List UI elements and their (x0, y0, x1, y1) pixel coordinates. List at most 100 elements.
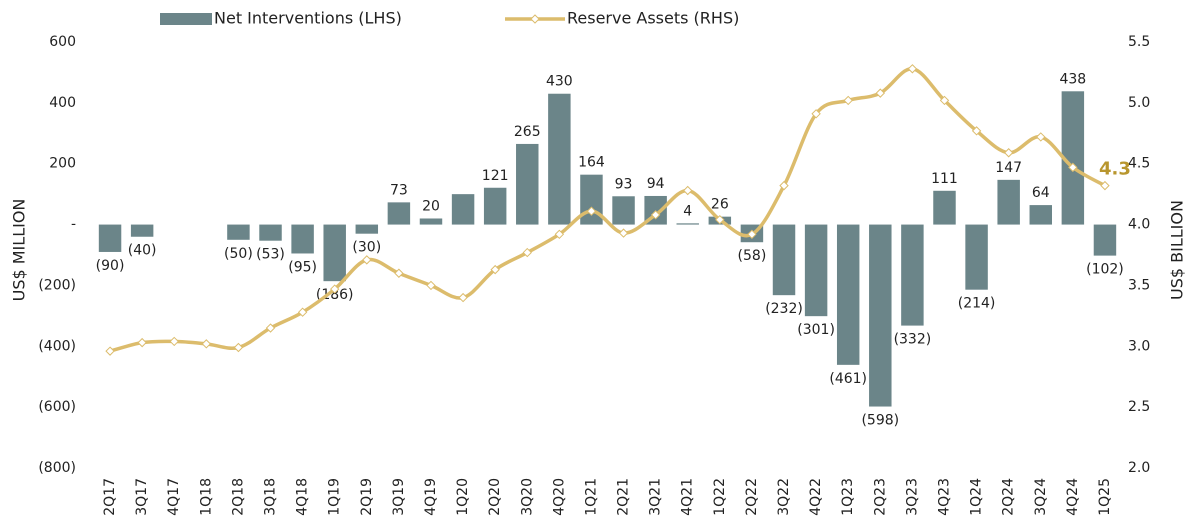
data-label: (90) (96, 258, 125, 274)
x-tick-label: 4Q24 (1065, 478, 1081, 516)
line-marker (715, 214, 725, 225)
data-label: 121 (482, 168, 509, 184)
bar (933, 190, 956, 225)
line-marker (1100, 180, 1110, 191)
line-marker (843, 95, 853, 106)
line-marker (811, 109, 821, 119)
data-label: 26 (711, 197, 729, 213)
x-tick-label: 4Q18 (295, 478, 311, 516)
y2-tick-label: 2.5 (1128, 399, 1150, 415)
x-tick-label: 1Q21 (583, 478, 599, 516)
y2-axis-title: US$ BILLION (1168, 200, 1187, 300)
bar (676, 223, 699, 225)
data-label: (332) (894, 332, 932, 348)
bar (901, 224, 924, 326)
data-label: 64 (1032, 185, 1050, 201)
x-tick-label: 4Q20 (551, 478, 567, 516)
line-marker (586, 206, 597, 216)
line-marker (779, 180, 789, 191)
line (109, 67, 1106, 353)
data-label: 4 (683, 203, 692, 219)
y2-tick-label: 3.0 (1128, 338, 1150, 354)
data-label: (598) (861, 413, 899, 429)
x-tick-label: 4Q19 (423, 478, 439, 516)
bar (227, 224, 250, 240)
data-label: (30) (352, 240, 381, 256)
data-label: 164 (578, 155, 605, 171)
x-tick-label: 2Q22 (744, 478, 760, 516)
bar (997, 179, 1020, 225)
line-marker (907, 64, 918, 74)
data-label: (58) (738, 248, 767, 264)
line-marker (297, 307, 308, 317)
y-tick-label: - (71, 217, 76, 233)
data-label: (40) (128, 243, 157, 259)
y2-tick-label: 4.5 (1128, 156, 1150, 172)
y-tick-label: 600 (49, 34, 76, 50)
line-marker (329, 284, 340, 294)
x-tick-label: 2Q23 (872, 478, 888, 516)
x-tick-label: 2Q18 (230, 478, 246, 516)
x-tick-label: 3Q21 (648, 478, 664, 516)
y2-tick-label: 5.5 (1128, 34, 1150, 50)
data-label: (461) (829, 371, 867, 387)
x-tick-label: 1Q22 (712, 478, 728, 516)
data-label: (232) (765, 301, 803, 317)
data-label: (102) (1086, 262, 1124, 278)
x-tick-label: 3Q20 (519, 478, 535, 516)
x-tick-label: 2Q17 (102, 478, 118, 516)
data-label: 73 (390, 182, 408, 198)
line-marker (265, 323, 276, 333)
bar (1029, 205, 1052, 225)
data-label: (301) (797, 322, 835, 338)
x-tick-label: 3Q18 (263, 478, 279, 516)
y-tick-label: (200) (38, 277, 76, 293)
line-marker (875, 88, 886, 98)
y2-tick-label: 3.5 (1128, 277, 1150, 293)
y2-tick-label: 2.0 (1128, 460, 1150, 476)
bar (612, 196, 635, 225)
line-marker (650, 210, 661, 220)
line-marker (683, 185, 693, 196)
x-tick-label: 1Q25 (1097, 478, 1113, 516)
line-marker (1068, 162, 1078, 173)
line-marker (426, 280, 436, 291)
y-axis-title: US$ MILLION (10, 199, 29, 302)
data-label: 438 (1059, 71, 1086, 87)
legend-label: Net Interventions (LHS) (214, 9, 402, 28)
annotation: 4.3 (1099, 159, 1131, 180)
x-tick-label: 1Q20 (455, 478, 471, 516)
y-tick-label: 200 (49, 156, 76, 172)
x-tick-label: 3Q19 (391, 478, 407, 516)
bar (291, 224, 314, 254)
bar (965, 224, 988, 290)
x-tick-label: 3Q22 (776, 478, 792, 516)
x-tick-label: 2Q20 (487, 478, 503, 516)
y-tick-label: 400 (49, 95, 76, 111)
bar (259, 224, 282, 241)
data-label: (53) (256, 247, 285, 263)
bar (580, 174, 603, 225)
bar (772, 224, 796, 296)
data-label: 265 (514, 124, 541, 140)
line-marker (554, 229, 565, 240)
line-marker (747, 229, 757, 240)
y-tick-label: (600) (38, 399, 76, 415)
legend-label: Reserve Assets (RHS) (567, 9, 739, 28)
line-marker (490, 264, 500, 275)
data-label: (186) (316, 287, 354, 303)
y2-tick-label: 5.0 (1128, 95, 1150, 111)
x-tick-label: 4Q17 (166, 478, 182, 516)
line-marker (362, 255, 372, 265)
line-marker (201, 339, 212, 349)
x-tick-label: 1Q19 (327, 478, 343, 516)
x-tick-label: 1Q24 (969, 478, 985, 516)
x-tick-label: 3Q24 (1033, 478, 1049, 516)
line-marker (939, 95, 950, 106)
bar (98, 224, 122, 252)
line-marker (137, 337, 147, 348)
x-tick-label: 3Q17 (134, 478, 150, 516)
bar (387, 202, 411, 225)
bar (516, 143, 539, 225)
